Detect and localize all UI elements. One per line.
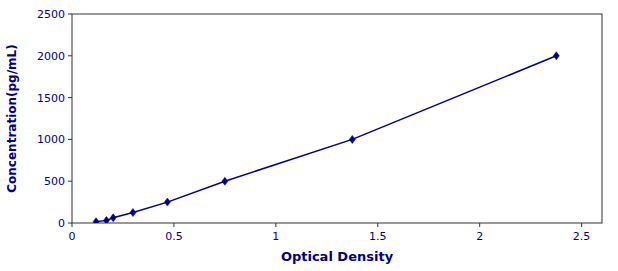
data-point <box>553 52 559 60</box>
x-tick <box>479 223 480 227</box>
y-tick-label: 500 <box>44 175 65 188</box>
y-tick <box>68 14 72 15</box>
data-point <box>222 177 228 185</box>
x-tick-label: 0.5 <box>165 230 183 243</box>
data-point <box>130 209 136 217</box>
data-point <box>164 198 170 206</box>
x-tick-label: 0 <box>69 230 76 243</box>
y-tick <box>68 223 72 224</box>
y-tick <box>68 181 72 182</box>
x-tick <box>581 223 582 227</box>
y-tick-label: 2500 <box>37 8 65 21</box>
x-tick-label: 2 <box>476 230 483 243</box>
x-tick-label: 1 <box>272 230 279 243</box>
x-tick-label: 1.5 <box>369 230 387 243</box>
x-tick <box>72 223 73 227</box>
x-tick <box>173 223 174 227</box>
data-point <box>110 214 116 222</box>
x-tick-label: 2.5 <box>573 230 591 243</box>
data-point <box>349 135 355 143</box>
series-line <box>96 56 556 222</box>
x-tick <box>377 223 378 227</box>
y-tick <box>68 97 72 98</box>
data-point <box>103 216 109 223</box>
chart: 0 0.5 1 1.5 2 2.5 0 500 1000 1500 2000 2500 Optical … <box>0 0 618 271</box>
axes: 0 0.5 1 1.5 2 2.5 0 500 1000 1500 2000 2500 <box>37 8 590 243</box>
plot-frame <box>72 14 602 223</box>
data-point <box>93 218 99 223</box>
y-axis-label: Concentration(pg/mL) <box>5 44 19 192</box>
x-axis-label: Optical Density <box>281 249 394 264</box>
y-tick-label: 1000 <box>37 133 65 146</box>
y-tick-label: 2000 <box>37 50 65 63</box>
y-tick <box>68 139 72 140</box>
x-tick <box>275 223 276 227</box>
y-tick-label: 0 <box>58 217 65 230</box>
y-tick <box>68 55 72 56</box>
plot-area <box>93 52 559 223</box>
chart-container: 0 0.5 1 1.5 2 2.5 0 500 1000 1500 2000 2500 Optical … <box>0 0 618 271</box>
y-tick-label: 1500 <box>37 92 65 105</box>
